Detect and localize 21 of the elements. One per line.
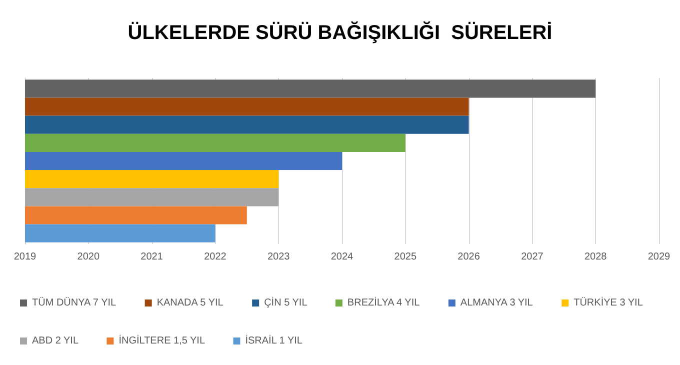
legend-label: KANADA 5 YIL [156,298,224,308]
x-tick-label: 2025 [394,252,417,262]
x-tick-label: 2027 [521,252,544,262]
legend-label: TÜRKİYE 3 YIL [574,296,644,308]
legend-label: BREZİLYA 4 YIL [347,296,420,308]
x-tick-label: 2024 [330,252,354,262]
legend-label: ABD 2 YIL [32,336,79,346]
x-tick-label: 2022 [204,252,227,262]
legend-label: TÜM DÜNYA 7 YIL [32,296,117,308]
x-tick-label: 2021 [140,252,164,262]
x-tick-label: 2020 [77,252,100,262]
x-tick-label: 2029 [648,252,671,262]
chart-title: ÜLKELERDE SÜRÜ BAĞIŞIKLIĞI SÜRELERİ [128,21,552,44]
legend-label: İSRAİL 1 YIL [245,334,303,346]
x-tick-label: 2023 [267,252,290,262]
legend-label: İNGİLTERE 1,5 YIL [118,334,206,346]
x-tick-label: 2026 [458,252,480,262]
legend-label: ALMANYA 3 YIL [460,298,534,308]
x-tick-label: 2019 [14,252,37,262]
legend-label: ÇİN 5 YIL [264,296,308,308]
x-tick-label: 2028 [584,252,608,262]
